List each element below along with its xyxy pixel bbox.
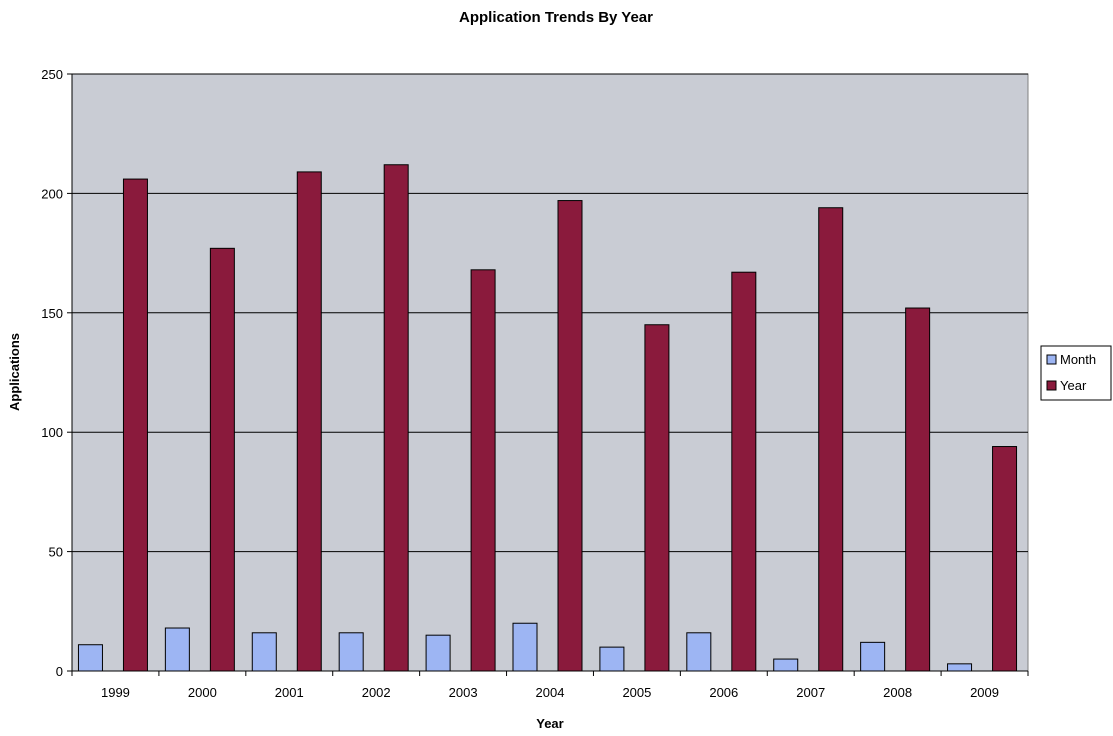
- legend-swatch-month: [1046, 354, 1057, 365]
- legend-label-year: Year: [1060, 378, 1087, 393]
- bar-month-2001: [251, 632, 277, 672]
- bar-year-2008: [905, 307, 931, 672]
- bar-month-2007: [773, 658, 799, 672]
- bar-year-2003: [470, 269, 496, 672]
- x-axis-label: Year: [536, 716, 563, 731]
- x-tick-label: 2005: [622, 685, 651, 700]
- x-tick-label: 2006: [709, 685, 738, 700]
- y-tick-label: 150: [41, 306, 63, 321]
- bar-year-2001: [296, 171, 322, 672]
- bar-month-2002: [338, 632, 364, 672]
- bar-year-2002: [383, 164, 409, 672]
- bar-year-2007: [818, 207, 844, 672]
- legend-swatch-year: [1046, 380, 1057, 391]
- y-axis: 0 50 100 150 200 250: [41, 67, 73, 679]
- bar-month-2004: [512, 622, 538, 672]
- y-axis-label: Applications: [7, 333, 22, 411]
- x-tick-label: 2004: [536, 685, 565, 700]
- x-tick-label: 2002: [362, 685, 391, 700]
- x-tick-label: 2001: [275, 685, 304, 700]
- bar-year-2005: [644, 324, 670, 672]
- legend-label-month: Month: [1060, 352, 1096, 367]
- bar-year-2009: [992, 446, 1018, 672]
- bars: [77, 164, 1018, 672]
- y-tick-label: 100: [41, 425, 63, 440]
- x-tick-label: 2003: [449, 685, 478, 700]
- y-tick-label: 250: [41, 67, 63, 82]
- x-tick-label: 2008: [883, 685, 912, 700]
- y-tick-label: 200: [41, 186, 63, 201]
- y-tick-label: 50: [49, 545, 63, 560]
- x-tick-label: 2007: [796, 685, 825, 700]
- bar-month-2003: [425, 634, 451, 672]
- y-tick-label: 0: [56, 664, 63, 679]
- bar-month-2008: [860, 641, 886, 672]
- bar-month-1999: [77, 644, 103, 672]
- bar-year-2000: [209, 247, 235, 672]
- bar-month-2000: [164, 627, 190, 672]
- bar-month-2009: [947, 663, 973, 672]
- bar-month-2006: [686, 632, 712, 672]
- legend: Month Year: [1040, 345, 1112, 401]
- chart-title: Application Trends By Year: [459, 9, 653, 26]
- bar-year-1999: [122, 178, 148, 672]
- x-tick-label: 2009: [970, 685, 999, 700]
- x-tick-label: 1999: [101, 685, 130, 700]
- bar-year-2006: [731, 271, 757, 672]
- bar-month-2005: [599, 646, 625, 672]
- x-axis: 1999 2000 2001 2002 2003 2004 2005 2006 2007 2008…: [71, 670, 1029, 700]
- x-tick-label: 2000: [188, 685, 217, 700]
- bar-year-2004: [557, 200, 583, 672]
